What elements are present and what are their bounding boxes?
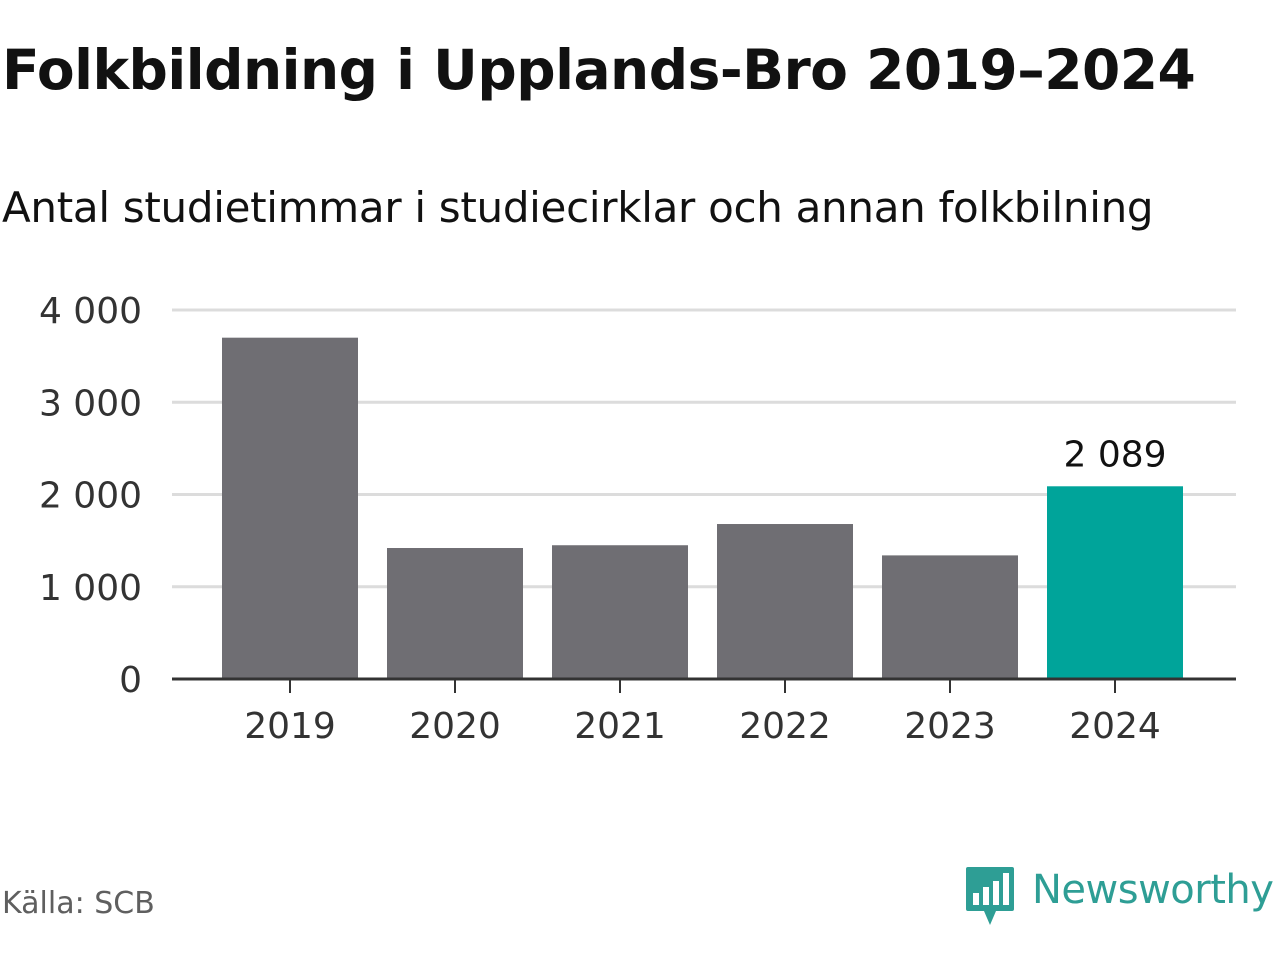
x-tick-label: 2022 (739, 706, 831, 747)
x-axis (172, 677, 1236, 693)
y-axis-tick-labels: 0 1 000 2 000 3 000 4 000 (39, 291, 142, 701)
bar-2023 (882, 555, 1018, 679)
bars (222, 337, 1183, 679)
bar-2020 (387, 548, 523, 679)
brand-logo: Newsworthy (964, 864, 1274, 928)
x-tick-label: 2023 (904, 706, 996, 747)
newsworthy-logo-icon (966, 867, 1014, 925)
y-tick-label: 2 000 (39, 476, 142, 517)
y-tick-label: 3 000 (39, 383, 142, 424)
x-tick-label: 2024 (1069, 706, 1161, 747)
bar-2022 (717, 524, 853, 679)
x-tick-label: 2021 (574, 706, 666, 747)
bar-2019 (222, 337, 358, 679)
chart-title: Folkbildning i Upplands-Bro 2019–2024 (2, 38, 1196, 102)
x-tick-label: 2020 (409, 706, 501, 747)
data-label: 2 089 (1063, 434, 1166, 475)
y-tick-label: 1 000 (39, 568, 142, 609)
bar-2024 (1047, 486, 1183, 679)
source-note: Källa: SCB (2, 886, 155, 921)
x-tick-label: 2019 (244, 706, 336, 747)
y-tick-label: 4 000 (39, 291, 142, 332)
y-tick-label: 0 (119, 660, 142, 701)
bar-2021 (552, 545, 688, 679)
brand-name: Newsworthy (1032, 867, 1274, 913)
chart-subtitle: Antal studietimmar i studiecirklar och a… (2, 183, 1154, 232)
data-labels: 2 089 (1063, 434, 1166, 475)
x-axis-tick-labels: 2019 2020 2021 2022 2023 2024 (244, 706, 1161, 747)
